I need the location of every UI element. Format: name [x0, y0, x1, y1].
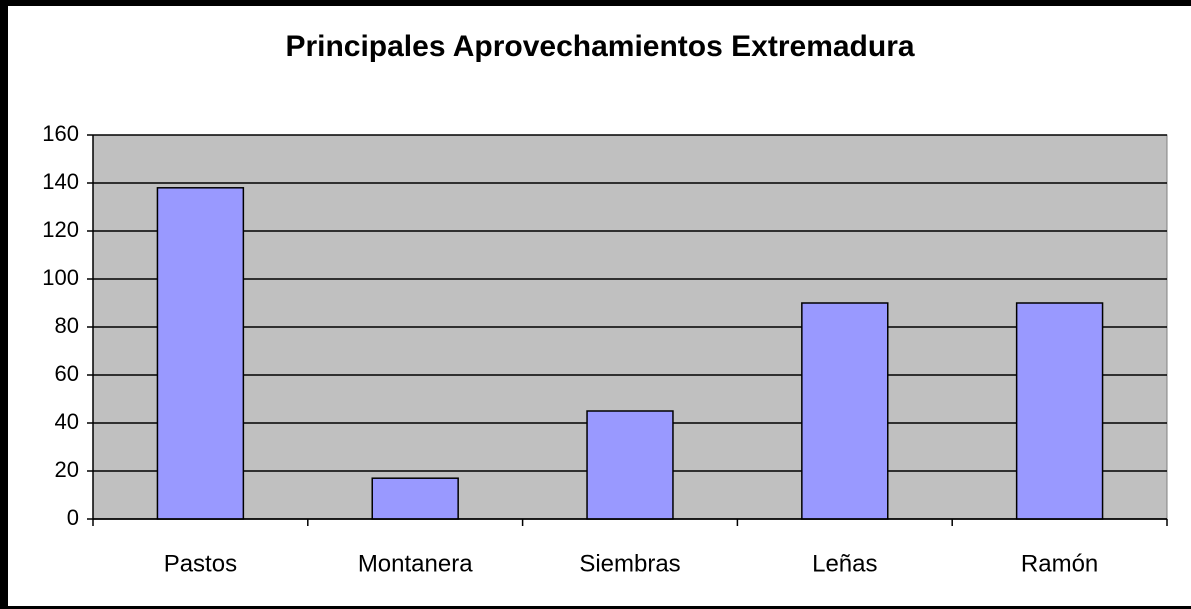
x-tick-label: Montanera	[358, 550, 473, 577]
bar	[1015, 302, 1104, 520]
x-tick-label: Siembras	[579, 550, 680, 577]
bar	[156, 187, 245, 520]
y-tick-label: 120	[42, 217, 79, 242]
x-tick-label: Pastos	[164, 550, 237, 577]
y-tick-label: 160	[42, 121, 79, 146]
y-tick-label: 0	[67, 505, 79, 530]
bar	[801, 302, 889, 520]
y-tick-label: 20	[55, 457, 79, 482]
chart-title: Principales Aprovechamientos Extremadura	[285, 30, 914, 63]
x-tick-label: Ramón	[1021, 550, 1098, 577]
frame-top	[0, 0, 1191, 6]
y-tick-label: 100	[42, 265, 79, 290]
y-tick-label: 40	[55, 409, 79, 434]
y-tick-label: 140	[42, 169, 79, 194]
bar	[586, 410, 674, 520]
frame-left	[0, 0, 8, 609]
y-tick-label: 60	[55, 361, 79, 386]
x-tick-label: Leñas	[812, 550, 877, 577]
bar	[371, 477, 459, 520]
y-tick-label: 80	[55, 313, 79, 338]
frame-bottom	[0, 606, 1191, 609]
